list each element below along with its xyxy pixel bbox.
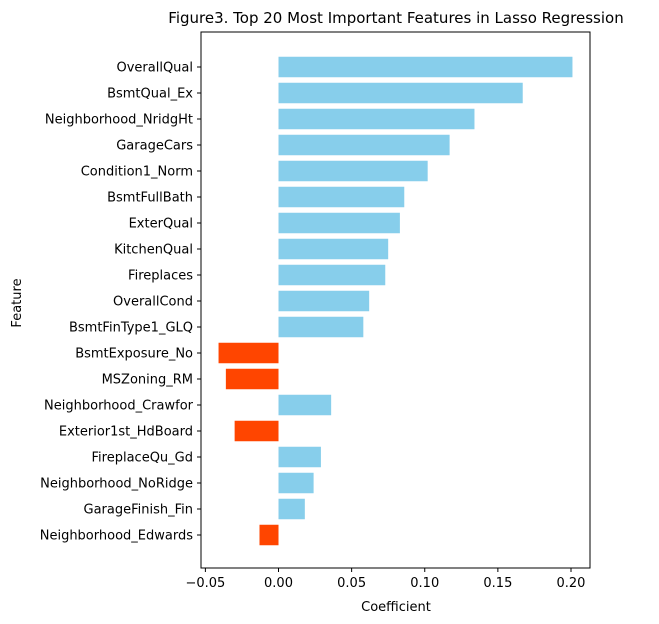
x-axis: −0.05 0.00 0.05 0.10 0.15 0.20 [185, 568, 585, 591]
y-tick-label: BsmtFullBath [107, 191, 193, 206]
y-axis-label: Feature [10, 278, 25, 327]
bar-Neighborhood_Crawfor [278, 394, 332, 416]
bar-Condition1_Norm [278, 160, 428, 182]
y-axis: OverallQual BsmtQual_Ex Neighborhood_Nridg… [40, 61, 201, 544]
y-tick-label: Fireplaces [128, 269, 193, 284]
plot-frame [200, 31, 591, 569]
y-tick-label: Neighborhood_Crawfor [44, 399, 194, 414]
bars-group [218, 56, 573, 546]
chart-title: Figure3. Top 20 Most Important Features … [168, 9, 623, 27]
y-tick-label: OverallCond [113, 295, 193, 310]
bar-GarageCars [278, 134, 450, 156]
x-tick-label: 0.15 [483, 576, 512, 591]
bar-KitchenQual [278, 238, 389, 260]
bar-FireplaceQu_Gd [278, 446, 321, 468]
bar-ExterQual [278, 212, 400, 234]
bar-OverallCond [278, 290, 370, 312]
bar-MSZoning_RM [225, 368, 279, 390]
y-tick-label: Neighborhood_NoRidge [40, 477, 193, 492]
y-tick-label: GarageCars [116, 139, 193, 154]
y-tick-label: BsmtFinType1_GLQ [69, 321, 193, 336]
x-tick-label: 0.05 [337, 576, 366, 591]
bar-OverallQual [278, 56, 573, 78]
y-tick-label: KitchenQual [114, 243, 193, 258]
bar-GarageFinish_Fin [278, 498, 305, 520]
x-tick-label: 0.20 [557, 576, 586, 591]
x-axis-label: Coefficient [361, 600, 431, 615]
bar-BsmtQual_Ex [278, 82, 523, 104]
bar-BsmtFullBath [278, 186, 405, 208]
bar-Neighborhood_NridgHt [278, 108, 475, 130]
y-tick-label: FireplaceQu_Gd [92, 451, 193, 466]
bar-Neighborhood_Edwards [259, 524, 279, 546]
y-tick-label: BsmtExposure_No [75, 347, 193, 362]
bar-BsmtFinType1_GLQ [278, 316, 364, 338]
y-tick-label: Exterior1st_HdBoard [59, 425, 193, 440]
x-tick-label: 0.10 [410, 576, 439, 591]
y-tick-label: Neighborhood_NridgHt [45, 113, 193, 128]
y-tick-label: Condition1_Norm [81, 165, 193, 180]
bar-Exterior1st_HdBoard [234, 420, 279, 442]
bar-Fireplaces [278, 264, 386, 286]
x-tick-label: 0.00 [264, 576, 293, 591]
y-tick-label: MSZoning_RM [102, 373, 193, 388]
x-tick-label: −0.05 [185, 576, 225, 591]
y-tick-label: Neighborhood_Edwards [40, 529, 193, 544]
y-tick-label: ExterQual [129, 217, 193, 232]
y-tick-label: BsmtQual_Ex [107, 87, 193, 102]
y-tick-label: GarageFinish_Fin [84, 503, 194, 518]
y-tick-label: OverallQual [116, 61, 193, 76]
bar-BsmtExposure_No [218, 342, 279, 364]
bar-Neighborhood_NoRidge [278, 472, 314, 494]
